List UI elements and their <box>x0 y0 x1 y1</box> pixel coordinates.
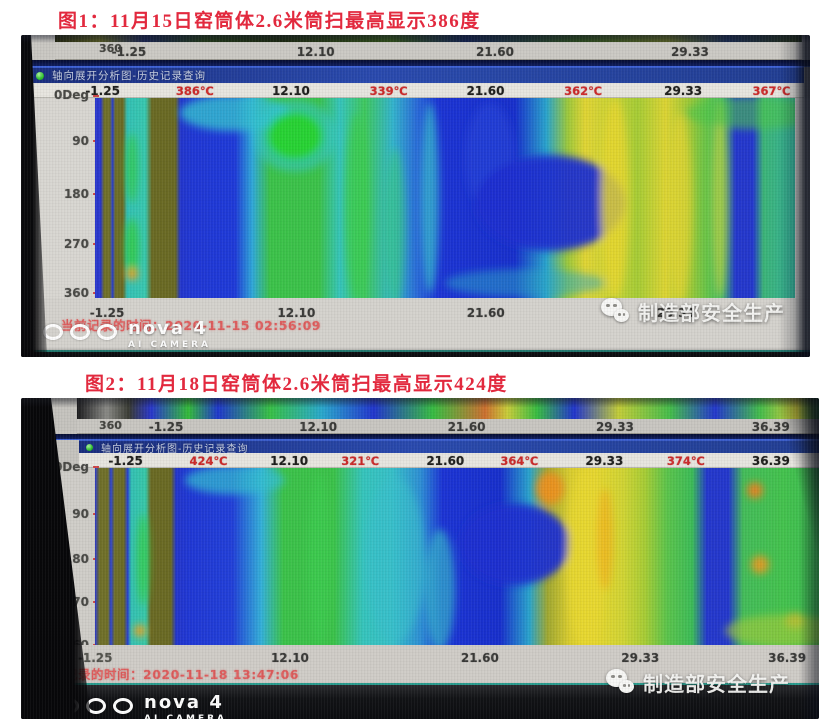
axis-tick-label: 21.60 <box>460 651 499 665</box>
left-axis-label: 270 <box>63 237 89 251</box>
upper-axis-strip: 360 -1.25 12.10 21.60 29.33 <box>55 42 802 60</box>
thermal-image-fig1 <box>95 98 795 298</box>
nova-ring-icon <box>59 698 79 714</box>
previous-scan-sliver <box>55 35 802 42</box>
window-titlebar: 轴向展开分析图-历史记录查询 <box>29 67 804 83</box>
nova-ring-icon <box>43 324 63 340</box>
record-timestamp: 当前记录的时间：2020-11-18 13:47:06 <box>39 664 299 683</box>
nova-ring-icon <box>86 698 106 714</box>
window-top-edge <box>21 60 810 67</box>
axis-tick-label: 36.39 <box>751 420 790 434</box>
left-axis-label: 0Deg <box>53 460 89 474</box>
temperature-label: 321℃ <box>341 454 380 468</box>
window-status-dot-icon <box>36 71 44 80</box>
wechat-watermark: 制造部安全生产 <box>601 297 785 326</box>
temperature-label: 424℃ <box>189 454 228 468</box>
figure1-photo: 360 -1.25 12.10 21.60 29.33 轴向展开分析图-历史记录… <box>21 35 810 357</box>
thermal-image-fig2 <box>95 468 819 645</box>
nova-brand-text: nova 4 <box>144 692 224 713</box>
nova-ring-icon <box>70 324 90 340</box>
nova-sub-text: AI CAMERA <box>144 714 228 719</box>
left-axis-label: 270 <box>63 595 89 609</box>
axis-tick-label: 29.33 <box>595 420 634 434</box>
nova-sub-text: AI CAMERA <box>128 340 212 350</box>
axis-tick-label: 12.10 <box>299 420 338 434</box>
top-axis-strip: -1.25 386℃ 12.10 339℃ 21.60 362℃ 29.33 3… <box>29 83 804 98</box>
wechat-icon <box>601 297 631 326</box>
figure1-caption: 图1：11月15日窑筒体2.6米筒扫最高显示386度 <box>58 11 481 32</box>
axis-tick-label: -1.25 <box>148 420 184 434</box>
figure2-caption: 图2：11月18日窑筒体2.6米筒扫最高显示424度 <box>85 374 508 395</box>
temperature-label: 367℃ <box>752 84 791 98</box>
temperature-label: 374℃ <box>666 454 705 468</box>
temperature-label: 339℃ <box>369 84 408 98</box>
left-axis-label: 90 <box>72 134 89 148</box>
nova-ring-icon <box>97 324 117 340</box>
previous-scan-sliver <box>77 398 819 419</box>
axis-tick-label: 36.39 <box>768 651 807 665</box>
nova-ring-icon <box>113 698 133 714</box>
axis-tick-label: 21.60 <box>475 45 514 59</box>
upper-axis-strip: 360 -1.25 12.10 21.60 29.33 36.39 <box>77 419 819 434</box>
axis-tick-label: -1.25 <box>111 45 147 59</box>
axis-row-label: 360 <box>99 419 122 432</box>
thermal-plot-area: 0Deg 90 180 270 360 <box>21 88 810 300</box>
nova4-camera-watermark: nova 4 AI CAMERA <box>59 694 227 719</box>
axis-tick-label: 29.33 <box>621 651 660 665</box>
figure2-photo: 360 -1.25 12.10 21.60 29.33 36.39 轴向展开分析… <box>21 398 819 719</box>
axis-tick-label: 29.33 <box>670 45 709 59</box>
nova4-camera-watermark: nova 4 AI CAMERA <box>43 320 211 350</box>
axis-tick-mark <box>93 95 99 97</box>
wechat-icon <box>606 668 636 697</box>
axis-tick-label: 12.10 <box>270 651 309 665</box>
thermal-plot-area: 0Deg 90 180 270 360 <box>21 460 819 652</box>
wechat-bubble-small <box>614 308 629 322</box>
temperature-label: 364℃ <box>500 454 539 468</box>
nova-wordmark: nova 4 AI CAMERA <box>128 318 212 351</box>
left-axis-label: 90 <box>72 507 89 521</box>
monitor-bezel-strip <box>21 352 810 357</box>
record-timestamp-label: 当前记录的时间： <box>39 667 144 682</box>
window-titlebar: 轴向展开分析图-历史记录查询 <box>79 440 819 455</box>
axis-tick-label: 12.10 <box>296 45 335 59</box>
window-status-dot-icon <box>86 443 93 451</box>
axis-tick-label: 21.60 <box>447 420 486 434</box>
wechat-bubble-small <box>619 679 634 693</box>
top-axis-strip: -1.25 424℃ 12.10 321℃ 21.60 364℃ 29.33 3… <box>79 453 819 468</box>
left-axis-label: 180 <box>63 187 89 201</box>
axis-tick-label: 21.60 <box>466 306 505 320</box>
left-axis-label: 180 <box>63 552 89 566</box>
nova-wordmark: nova 4 AI CAMERA <box>144 694 227 719</box>
wechat-watermark: 制造部安全生产 <box>606 668 790 697</box>
axis-tick-label: -1.25 <box>77 651 113 665</box>
nova-brand-text: nova 4 <box>128 318 208 339</box>
window-title: 轴向展开分析图-历史记录查询 <box>52 70 206 82</box>
wechat-watermark-text: 制造部安全生产 <box>638 303 785 325</box>
record-timestamp-value: 2020-11-18 13:47:06 <box>143 667 300 682</box>
temperature-label: 386℃ <box>175 84 214 98</box>
wechat-watermark-text: 制造部安全生产 <box>643 674 790 696</box>
left-axis-label: 0Deg <box>53 88 89 102</box>
temperature-label: 362℃ <box>564 84 603 98</box>
